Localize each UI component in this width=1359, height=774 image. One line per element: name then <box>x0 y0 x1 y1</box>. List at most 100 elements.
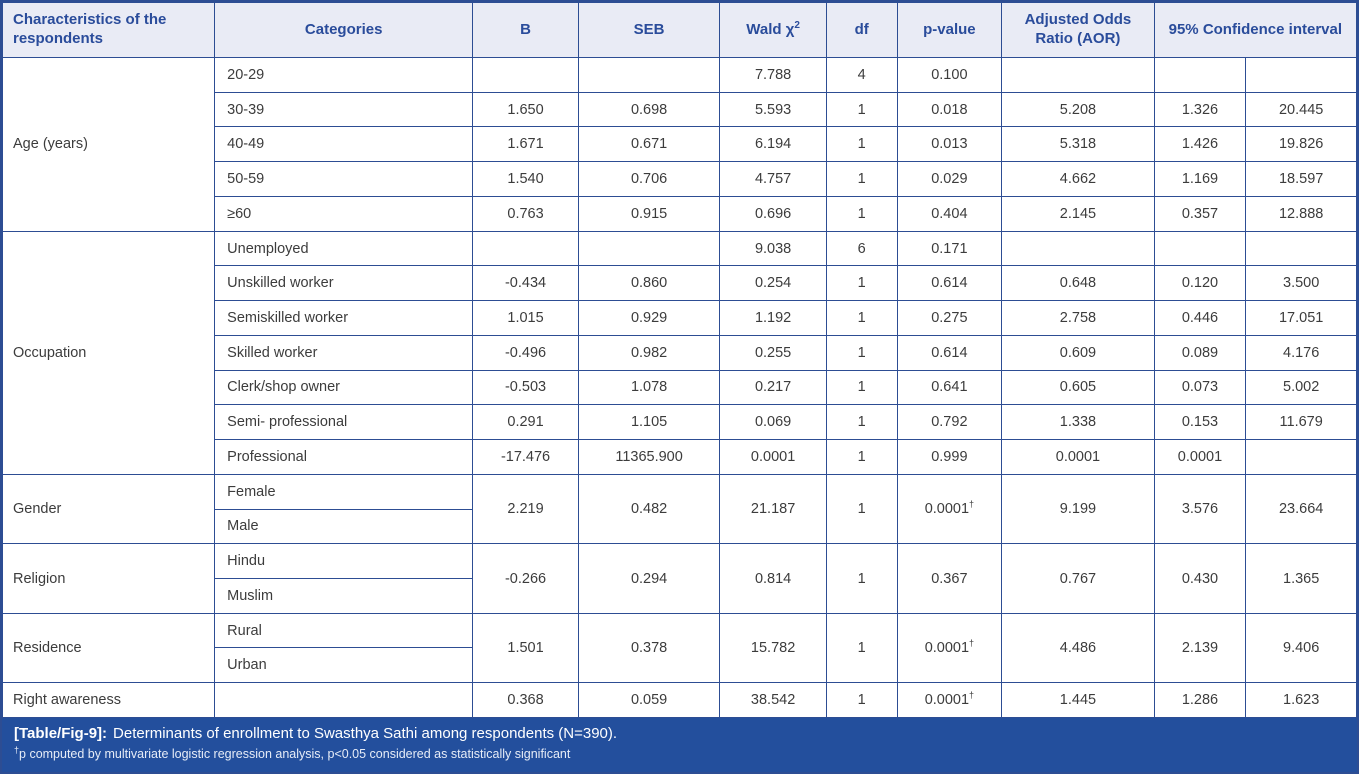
cell-df: 1 <box>825 682 898 718</box>
cell-value: 0.696 <box>754 205 792 222</box>
category-label: Rural <box>227 622 262 639</box>
cell-lo: 0.0001 <box>1153 439 1247 475</box>
col-header-b: B <box>472 2 579 58</box>
cell-value: 0.648 <box>1059 275 1097 292</box>
cell-value: 0.0001 <box>1177 448 1223 465</box>
cell-value: -0.496 <box>504 344 547 361</box>
cell-df: 4 <box>825 57 898 93</box>
cell-value: 0.100 <box>931 66 968 83</box>
cell-value: 1 <box>857 101 866 118</box>
cell-b: 1.650 <box>472 91 579 128</box>
cell-p: 0.275 <box>896 300 1003 336</box>
cell-b: 1.015 <box>472 300 579 336</box>
cell-value: 1.015 <box>507 310 544 326</box>
category-label: Semi- professional <box>227 414 348 431</box>
cell-value: 4 <box>857 66 866 83</box>
characteristic-label: Residence <box>13 639 82 656</box>
cell-lo <box>1153 230 1247 267</box>
table-row: Age (years) 20-29 7.788 4 0.100 <box>1 57 1357 232</box>
cell-value: 9.038 <box>754 240 792 257</box>
cell-value: 0.0001 <box>750 448 796 465</box>
cell-df: 1 <box>825 369 898 406</box>
cell-hi: 18.597 <box>1245 161 1357 197</box>
dagger-mark: † <box>969 638 975 649</box>
cell-wald: 5.593 <box>719 91 827 128</box>
cell-aor: 0.0001 <box>1001 439 1155 475</box>
cell-seb: 0.915 <box>577 195 721 232</box>
cell-lo: 1.286 <box>1153 682 1247 718</box>
category-label: 20-29 <box>227 66 265 83</box>
col-header-aor: Adjusted Odds Ratio (AOR) <box>1001 2 1155 58</box>
cell-value: 0.482 <box>630 501 668 518</box>
cell-value: 18.597 <box>1278 171 1324 188</box>
cell-aor: 4.662 <box>1001 161 1155 197</box>
cell-df: 1 <box>825 265 898 302</box>
cell-value: 1 <box>857 414 866 431</box>
cell-b: 1.671 <box>472 126 579 163</box>
wald-label: Wald χ <box>746 21 795 39</box>
cell-value: -0.266 <box>504 570 547 587</box>
cell-value: 0.814 <box>754 570 792 587</box>
category-label: 40-49 <box>227 136 265 153</box>
cell-seb: 11365.900 <box>577 439 721 475</box>
category-label: Clerk/shop owner <box>227 379 340 396</box>
cell-hi: 17.051 <box>1245 300 1357 336</box>
cell-aor: 2.145 <box>1001 195 1155 232</box>
cell-df: 1 <box>825 126 898 163</box>
cell-lo <box>1153 57 1247 93</box>
cell-category: Unskilled worker <box>214 265 474 302</box>
cell-value: 1.338 <box>1059 414 1097 431</box>
cell-wald: 38.542 <box>719 682 827 718</box>
cell-value: 0.767 <box>1059 570 1097 587</box>
cell-hi: 12.888 <box>1245 195 1357 232</box>
cell-value: 0.120 <box>1181 275 1219 292</box>
cell-value: 0.378 <box>630 639 668 656</box>
cell-b: -0.434 <box>472 265 579 302</box>
cell-b: 1.501 <box>472 612 579 684</box>
table-row: Semiskilled worker 1.015 0.929 1.192 1 0.275 2… <box>3 300 1357 336</box>
cell-value: 2.139 <box>1181 639 1219 656</box>
cell-p: 0.018 <box>896 91 1003 128</box>
cell-value: 1.326 <box>1181 101 1219 118</box>
cell-seb: 0.706 <box>577 161 721 197</box>
cell-seb: 0.378 <box>577 612 721 684</box>
cell-wald: 0.696 <box>719 195 827 232</box>
table-footnote: †p computed by multivariate logistic reg… <box>14 744 1345 763</box>
cell-df: 1 <box>825 334 898 371</box>
cell-p: 0.614 <box>896 334 1003 371</box>
cell-value: 23.664 <box>1278 501 1324 518</box>
cell-p: 0.171 <box>896 230 1003 267</box>
cell-value: 0.609 <box>1059 344 1097 361</box>
table-row: Religion Hindu -0.266 0.294 0.814 1 0.367 0.767… <box>1 543 1357 614</box>
cell-p: 0.100 <box>896 57 1003 93</box>
cell-b <box>472 230 579 267</box>
category-label: Unskilled worker <box>227 275 334 292</box>
col-header-wald: Wald χ2 <box>719 2 827 58</box>
cell-lo: 2.139 <box>1153 612 1247 684</box>
cell-lo: 0.120 <box>1153 265 1247 302</box>
cell-value: 0.018 <box>931 101 968 118</box>
cell-wald: 0.217 <box>719 369 827 406</box>
cell-p: 0.029 <box>896 161 1003 197</box>
cell-value: 3.576 <box>1181 501 1219 518</box>
cell-value: 1 <box>857 501 866 518</box>
cell-value: 1 <box>857 310 866 326</box>
table-row: Occupation Unemployed 9.038 6 0.171 <box>1 230 1357 475</box>
cell-value: 7.788 <box>754 66 792 83</box>
cell-value: 1 <box>857 275 866 292</box>
category-label: Hindu <box>227 553 266 570</box>
cell-value: 0.217 <box>754 379 792 396</box>
cell-aor: 0.648 <box>1001 265 1155 302</box>
cell-hi <box>1245 57 1357 93</box>
cell-value: 5.208 <box>1059 101 1097 118</box>
cell-value: 0.275 <box>931 310 968 326</box>
table-row: 40-49 1.671 0.671 6.194 1 0.013 5.318 1.426 19.8… <box>3 126 1357 163</box>
cell-value: 0.255 <box>754 344 792 361</box>
cell-wald: 0.254 <box>719 265 827 302</box>
cell-value: 0.089 <box>1181 344 1219 361</box>
cell-value: 1.501 <box>507 639 544 656</box>
cell-p: 0.367 <box>896 543 1003 614</box>
cell-value: 1 <box>857 570 866 587</box>
cell-value: 21.187 <box>750 501 796 518</box>
cell-hi: 20.445 <box>1245 91 1357 128</box>
